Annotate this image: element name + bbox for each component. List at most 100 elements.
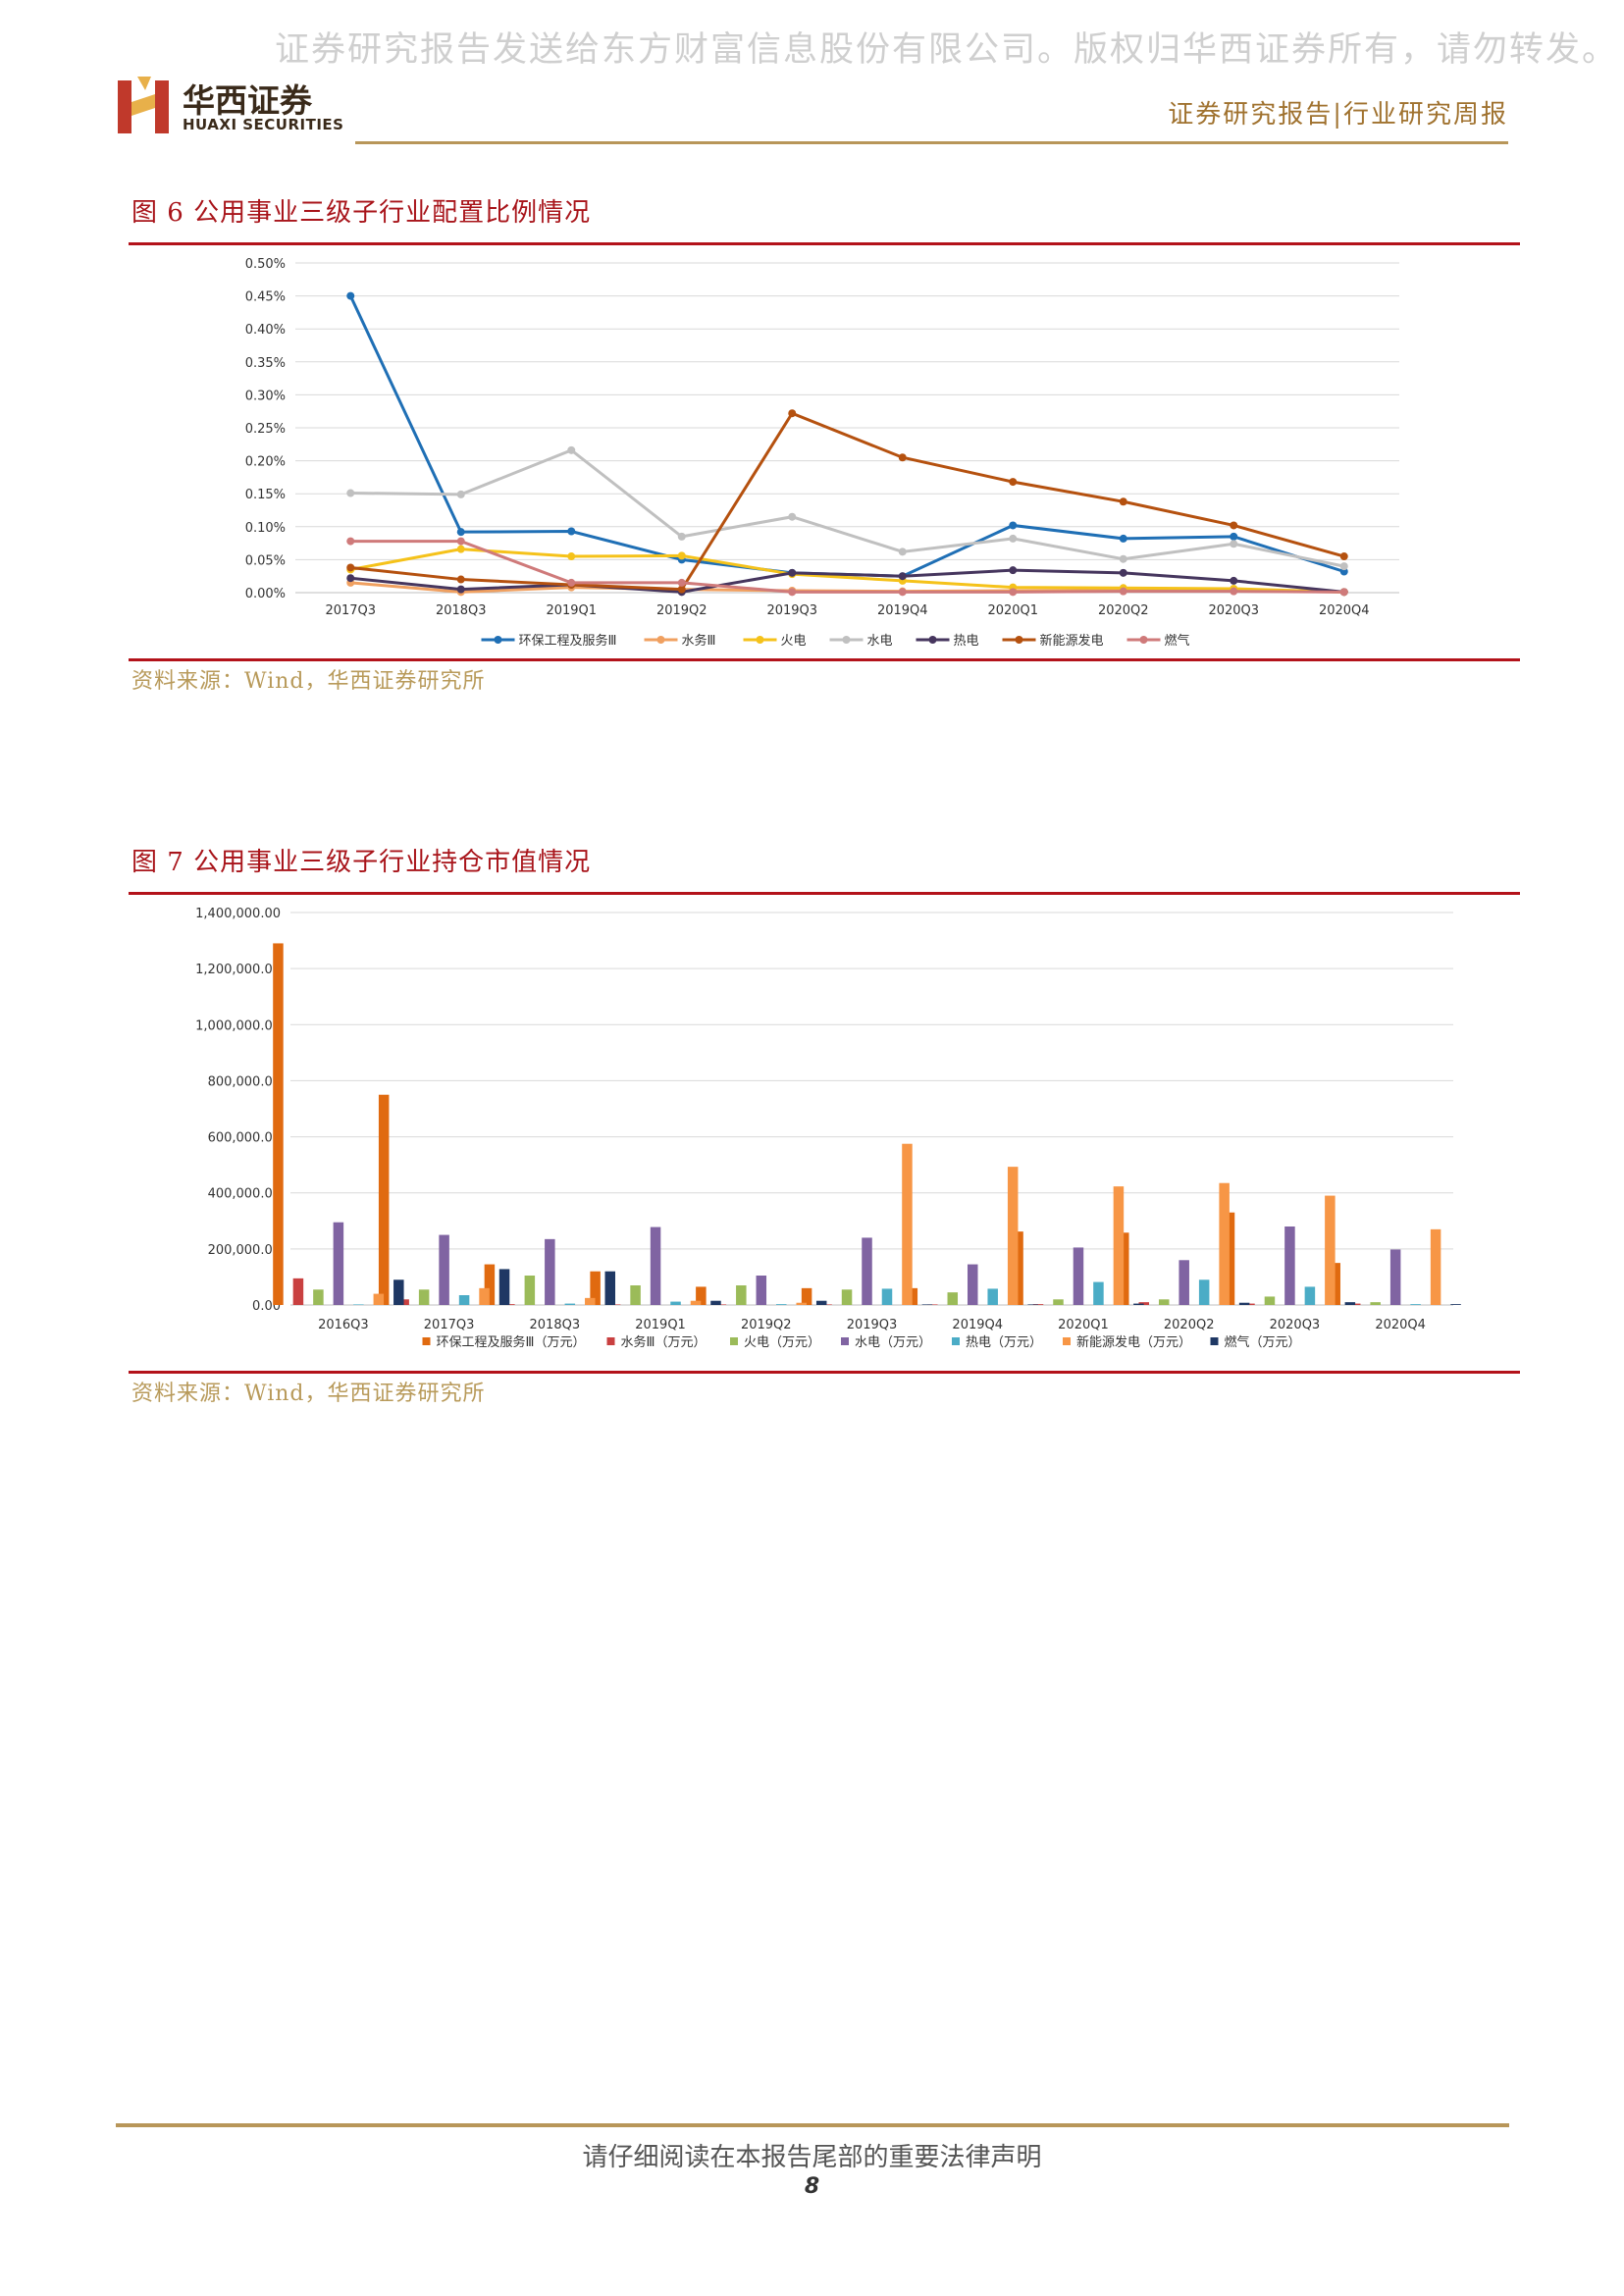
fig6-legend-label: 热电 (954, 634, 979, 649)
fig6-data-point (1009, 478, 1018, 487)
fig7-bar (696, 1286, 707, 1305)
report-type: 证券研究报告|行业研究周报 (1168, 100, 1508, 130)
fig6-x-tick-label: 2017Q3 (325, 603, 376, 618)
company-logo: 华西证券 HUAXI SECURITIES (116, 77, 343, 137)
fig7-bar (1032, 1304, 1044, 1305)
fig7-y-tick-label: 200,000.00 (208, 1243, 281, 1258)
fig6-data-point (898, 548, 907, 556)
watermark: 证券研究报告发送给东方财富信息股份有限公司。版权归华西证券所有，请勿转发。 p8 (275, 30, 1624, 70)
fig7-bar (1158, 1299, 1170, 1305)
fig6-legend-item: 水务Ⅲ (644, 633, 715, 649)
fig6-data-point (788, 568, 797, 577)
fig6-chart: 0.00% 0.05% 0.10% 0.15% 0.20% 0.25% 0.30% 0.35%… (129, 247, 1520, 661)
fig7-title: 图 7 公用事业三级子行业持仓市值情况 (131, 848, 592, 877)
fig6-data-point (567, 552, 576, 561)
fig6-data-point (346, 563, 355, 572)
fig7-bar (418, 1289, 430, 1305)
fig7-bar (815, 1300, 827, 1305)
fig7-legend-item: 环保工程及服务Ⅲ（万元） (422, 1334, 586, 1350)
fig7-bar (1450, 1304, 1461, 1305)
fig7-bar (524, 1276, 536, 1305)
fig6-title: 图 6 公用事业三级子行业配置比例情况 (131, 198, 592, 228)
fig7-y-tick-label: 1,400,000.00 (195, 907, 281, 921)
fig7-x-tick-label: 2019Q3 (847, 1318, 898, 1332)
fig7-bar (1073, 1247, 1084, 1305)
fig7-bar (609, 1304, 621, 1305)
fig6-y-tick-label: 0.30% (245, 389, 286, 403)
fig6-legend-item: 环保工程及服务Ⅲ (481, 633, 616, 649)
fig7-x-tick-label: 2019Q4 (952, 1318, 1003, 1332)
fig7-x-tick-label: 2020Q3 (1270, 1318, 1321, 1332)
fig6-legend-item: 火电 (743, 634, 807, 649)
fig6-data-point (677, 578, 686, 587)
fig6-x-tick-label: 2019Q2 (656, 603, 707, 618)
fig7-bar (393, 1279, 404, 1305)
fig6-data-point (1119, 497, 1127, 506)
fig7-bar (715, 1304, 727, 1305)
huaxi-h-logo-icon (118, 77, 169, 133)
fig7-bar (1013, 1231, 1023, 1305)
fig6-series-line (349, 548, 1344, 594)
fig6-data-point (456, 528, 465, 537)
fig7-bar (1244, 1303, 1255, 1305)
fig6-legend-marker (756, 636, 764, 644)
fig6-data-point (788, 512, 797, 521)
fig6-legend-marker (842, 636, 851, 644)
fig7-bar (841, 1289, 853, 1305)
fig7-x-tick-label: 2020Q2 (1164, 1318, 1215, 1332)
fig6-data-point (1230, 532, 1238, 541)
fig7-legend-swatch (841, 1337, 849, 1345)
fig7-bar (1330, 1263, 1340, 1305)
fig6-data-point (1119, 554, 1127, 563)
fig6-y-tick-label: 0.25% (245, 422, 286, 437)
fig6-line-chart: 0.00% 0.05% 0.10% 0.15% 0.20% 0.25% 0.30% 0.35%… (245, 257, 1399, 649)
fig6-y-tick-label: 0.45% (245, 290, 286, 305)
fig7-bar (1113, 1186, 1125, 1305)
fig6-data-point (456, 545, 465, 553)
fig7-bar (585, 1297, 596, 1305)
fig6-legend-marker (928, 636, 937, 644)
fig7-bar (947, 1292, 959, 1305)
fig7-legend-item: 火电（万元） (730, 1335, 820, 1350)
fig7-legend-label: 水务Ⅲ（万元） (621, 1334, 707, 1350)
fig7-bar (1053, 1299, 1064, 1305)
fig7-bar (1138, 1302, 1149, 1305)
legal-disclaimer: 请仔细阅读在本报告尾部的重要法律声明 (582, 2143, 1042, 2172)
fig7-x-tick-label: 2019Q2 (741, 1318, 792, 1332)
fig6-bottom-rule (129, 658, 1520, 661)
fig7-legend-item: 燃气（万元） (1210, 1334, 1301, 1350)
fig6-data-point (456, 537, 465, 546)
fig7-bar (921, 1304, 933, 1305)
fig7-bar (630, 1285, 641, 1305)
fig7-bar (1370, 1302, 1381, 1305)
fig7-bar (1119, 1232, 1129, 1305)
fig6-y-tick-label: 0.40% (245, 323, 286, 338)
fig7-x-tick-label: 2018Q3 (530, 1318, 581, 1332)
fig7-x-tick-label: 2019Q1 (635, 1318, 686, 1332)
logo-text-cn: 华西证券 (183, 81, 312, 120)
fig6-top-rule (129, 242, 1520, 245)
fig7-legend-label: 水电（万元） (855, 1335, 931, 1350)
fig7-y-tick-label: 1,000,000.00 (195, 1018, 281, 1033)
fig7-legend-item: 水务Ⅲ（万元） (606, 1334, 707, 1350)
fig7-bar (498, 1269, 510, 1305)
fig7-legend-item: 新能源发电（万元） (1063, 1334, 1191, 1350)
fig6-data-point (677, 551, 686, 560)
fig7-bar (1410, 1304, 1421, 1305)
fig7-bar (776, 1304, 787, 1305)
fig7-bar (1349, 1303, 1361, 1305)
fig6-data-point (456, 490, 465, 498)
fig6-data-point (898, 453, 907, 462)
fig7-bar (273, 943, 284, 1305)
fig6-series-line (350, 411, 1345, 592)
fig7-legend-label: 环保工程及服务Ⅲ（万元） (437, 1334, 586, 1350)
fig6-y-tick-label: 0.50% (245, 257, 286, 272)
fig7-x-tick-label: 2020Q1 (1058, 1318, 1109, 1332)
fig7-legend-swatch (606, 1337, 615, 1345)
fig7-bar (439, 1234, 449, 1305)
fig7-bar-chart: 0.00200,000.00400,000.00600,000.00800,00… (195, 907, 1461, 1350)
fig7-legend-label: 燃气（万元） (1225, 1334, 1301, 1350)
fig7-legend-swatch (1063, 1337, 1071, 1345)
fig7-top-rule (129, 892, 1520, 895)
fig6-data-point (1230, 521, 1238, 530)
